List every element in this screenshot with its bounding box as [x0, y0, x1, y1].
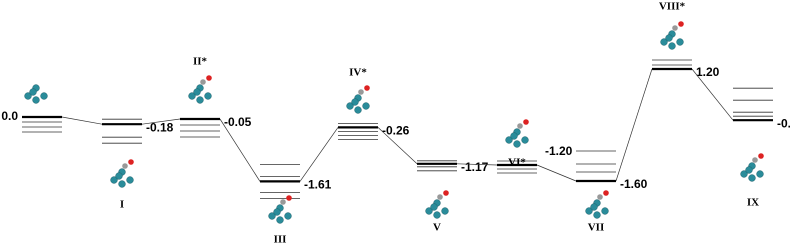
atom [358, 89, 364, 95]
atom [740, 170, 748, 178]
state-label: VIII* [659, 1, 686, 13]
atom [276, 216, 284, 224]
state-label: VI* [508, 157, 526, 169]
state-label: V [433, 222, 441, 234]
energy-label: -0.18 [146, 120, 174, 134]
atom [32, 96, 40, 104]
atom [443, 190, 449, 196]
atom [268, 212, 276, 220]
energy-label: -0.08 [777, 116, 790, 130]
atom [510, 132, 518, 140]
atom [196, 96, 204, 104]
atom [29, 88, 37, 96]
atom [437, 194, 443, 200]
atom [676, 38, 684, 46]
atom [110, 176, 118, 184]
connector [61, 116, 103, 125]
energy-label: -1.20 [545, 144, 573, 158]
atom [756, 170, 764, 178]
atom [122, 163, 128, 169]
energy-label: -0.26 [382, 124, 410, 138]
atom [188, 92, 196, 100]
energy-label: -1.17 [461, 160, 489, 174]
atom [128, 159, 134, 165]
connector [219, 118, 261, 182]
atom [521, 136, 529, 144]
state-label: IX [747, 197, 759, 209]
connector [691, 68, 734, 121]
atom [351, 98, 359, 106]
energy-label: 1.20 [696, 65, 720, 79]
connector [615, 68, 653, 182]
state-label: II* [193, 56, 208, 68]
state-label: IV* [349, 67, 367, 79]
state-label: I [120, 199, 124, 211]
atom [284, 212, 292, 220]
atom [346, 102, 354, 110]
atom [678, 21, 684, 27]
atom [590, 203, 598, 211]
atom [672, 25, 678, 31]
atom [660, 38, 668, 46]
energy-label: 0.0 [1, 109, 18, 123]
atom [364, 85, 370, 91]
atom [286, 195, 292, 201]
connector [141, 118, 181, 125]
atom [597, 194, 603, 200]
energy-label: -1.60 [620, 177, 648, 191]
connector [377, 127, 418, 165]
atom [206, 75, 212, 81]
atom [513, 140, 521, 148]
energy-label: -0.05 [224, 115, 252, 129]
atom [200, 79, 206, 85]
atom [40, 92, 48, 100]
atom [748, 174, 756, 182]
atom [115, 172, 123, 180]
atom [24, 92, 32, 100]
atom [204, 92, 212, 100]
state-label: III [274, 234, 287, 246]
atom [523, 119, 529, 125]
atom [280, 199, 286, 205]
atom [126, 176, 134, 184]
atom [505, 136, 513, 144]
atom [433, 211, 441, 219]
atom [430, 203, 438, 211]
atom [585, 207, 593, 215]
connector [536, 164, 577, 182]
atom [745, 166, 753, 174]
energy-label: -1.61 [304, 178, 332, 192]
atom [603, 190, 609, 196]
atom [517, 123, 523, 129]
atom [665, 34, 673, 42]
connector [456, 163, 498, 166]
atom [441, 207, 449, 215]
atom [193, 88, 201, 96]
atom [425, 207, 433, 215]
atom [362, 102, 370, 110]
atom [273, 208, 281, 216]
atom [593, 211, 601, 219]
atom [752, 157, 758, 163]
atom [118, 180, 126, 188]
atom [354, 106, 362, 114]
atom [601, 207, 609, 215]
atom [758, 153, 764, 159]
state-label: VII [588, 222, 605, 234]
atom [668, 42, 676, 50]
connector [299, 127, 339, 182]
